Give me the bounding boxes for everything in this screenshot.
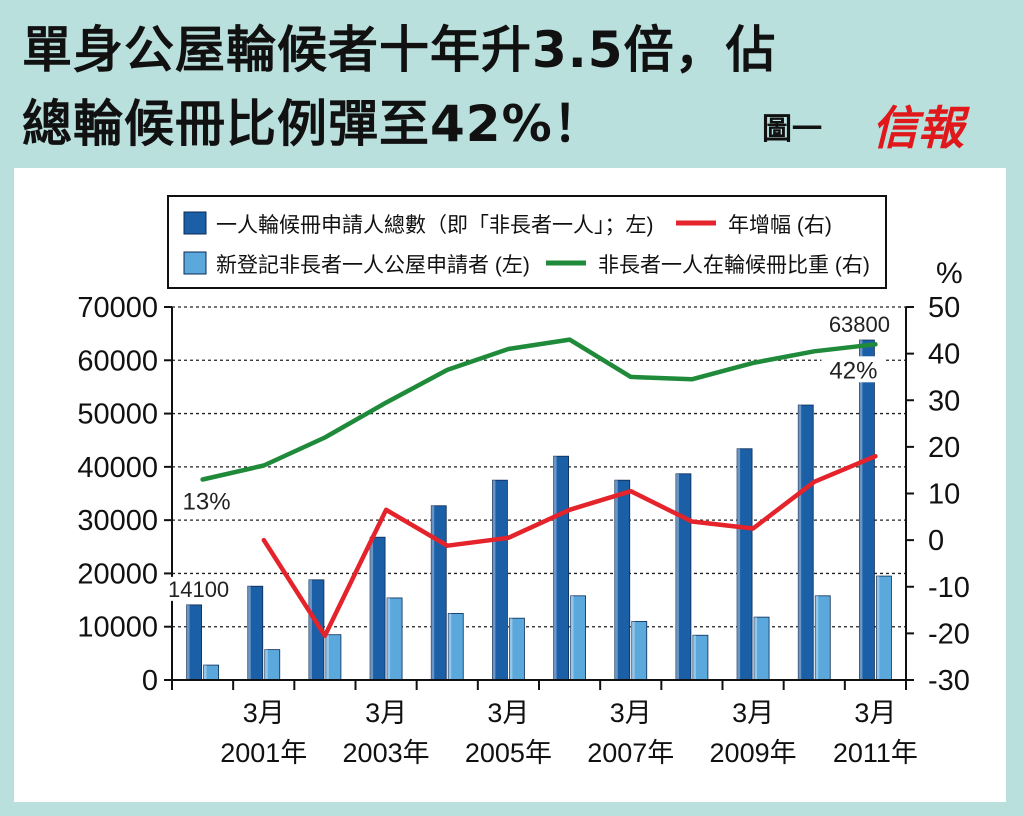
right-tick-label: 10 xyxy=(928,479,960,511)
legend-label: 新登記非長者一人公屋申請者 (左) xyxy=(216,254,530,277)
legend-swatch xyxy=(183,211,207,235)
legend-box xyxy=(167,195,887,289)
left-tick-label: 60000 xyxy=(77,345,158,377)
left-tick-label: 10000 xyxy=(77,612,158,644)
right-tick-label: -10 xyxy=(928,572,970,604)
left-tick-label: 20000 xyxy=(77,558,158,590)
figure-label: 圖一 xyxy=(762,112,822,147)
right-tick-label: -20 xyxy=(928,618,970,650)
bar-highlight xyxy=(815,595,819,680)
right-tick-label: 0 xyxy=(928,525,944,557)
x-label-month: 3月 xyxy=(610,698,652,728)
bar-highlight xyxy=(798,405,802,680)
data-annotation: 63800 xyxy=(829,312,890,337)
right-tick-label: 30 xyxy=(928,385,960,417)
right-tick-label: 20 xyxy=(928,432,960,464)
bar-highlight xyxy=(448,613,452,680)
bar-highlight xyxy=(264,649,268,680)
bar-highlight xyxy=(737,448,741,680)
x-label-month: 3月 xyxy=(243,698,285,728)
bar-highlight xyxy=(614,480,618,680)
bar-highlight xyxy=(186,604,190,680)
x-label-year: 2005年 xyxy=(465,738,552,768)
x-label-year: 2003年 xyxy=(343,738,430,768)
bar-highlight xyxy=(492,480,496,680)
bar-highlight xyxy=(247,586,251,680)
left-tick-label: 0 xyxy=(142,665,158,697)
bar-highlight xyxy=(325,634,329,680)
line-share xyxy=(200,337,878,482)
annotation-bg xyxy=(821,356,886,383)
bar-highlight xyxy=(509,618,513,680)
legend-label: 非長者一人在輪候冊比重 (右) xyxy=(598,254,870,277)
right-tick-label: -30 xyxy=(928,665,970,697)
left-tick-label: 30000 xyxy=(77,505,158,537)
bar-highlight xyxy=(692,635,696,680)
legend-swatch xyxy=(183,251,207,275)
bar-highlight xyxy=(570,595,574,680)
legend-label: 年增幅 (右) xyxy=(728,214,832,237)
bar-highlight xyxy=(675,473,679,680)
bar-highlight xyxy=(370,537,374,680)
left-tick-label: 50000 xyxy=(77,399,158,431)
x-label-year: 2001年 xyxy=(220,738,307,768)
brand-logo: 信報 xyxy=(872,101,964,155)
line-annual-growth xyxy=(261,453,878,638)
bar-highlight xyxy=(203,665,207,680)
data-annotation: 13% xyxy=(183,489,231,516)
bar-highlight xyxy=(308,579,312,680)
right-tick-label: 50 xyxy=(928,292,960,324)
x-label-year: 2011年 xyxy=(833,738,918,768)
annotation-bg xyxy=(163,576,234,601)
title-line-1: 單身公屋輪候者十年升3.5倍，佔 xyxy=(22,21,777,79)
bar-highlight xyxy=(631,621,635,680)
title-line-2: 總輪候冊比例彈至42%！ xyxy=(22,95,604,153)
right-axis-unit: % xyxy=(936,257,963,290)
x-label-month: 3月 xyxy=(365,698,407,728)
bar-highlight xyxy=(387,597,391,680)
legend-label: 一人輪候冊申請人總數（即「非長者一人」；左) xyxy=(216,214,654,237)
bar-highlight xyxy=(553,456,557,680)
bar-highlight xyxy=(754,617,758,680)
bar-highlight xyxy=(876,576,880,680)
x-label-month: 3月 xyxy=(487,698,529,728)
bar-highlight xyxy=(859,340,863,680)
x-label-month: 3月 xyxy=(854,698,896,728)
right-tick-label: 40 xyxy=(928,339,960,371)
bar-highlight xyxy=(431,505,435,680)
data-annotation: 42% xyxy=(829,357,877,384)
x-label-year: 2009年 xyxy=(710,738,797,768)
x-label-year: 2007年 xyxy=(587,738,674,768)
x-label-month: 3月 xyxy=(732,698,774,728)
left-tick-label: 40000 xyxy=(77,452,158,484)
left-tick-label: 70000 xyxy=(77,292,158,324)
annotation-bg xyxy=(824,312,895,337)
data-annotation: 14100 xyxy=(168,577,229,602)
